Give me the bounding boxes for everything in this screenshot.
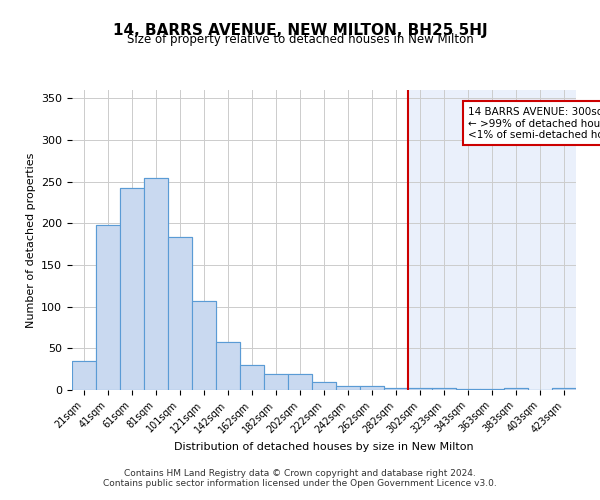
Bar bbox=[360, 386, 384, 390]
Bar bbox=[552, 388, 576, 390]
Bar bbox=[504, 388, 528, 390]
Y-axis label: Number of detached properties: Number of detached properties bbox=[26, 152, 35, 328]
Bar bbox=[456, 389, 480, 390]
Bar bbox=[504, 388, 528, 390]
Bar bbox=[96, 225, 120, 390]
Bar bbox=[480, 389, 504, 390]
Bar bbox=[384, 388, 408, 390]
Bar bbox=[264, 374, 288, 390]
Bar bbox=[144, 178, 168, 390]
Bar bbox=[408, 90, 576, 390]
Bar bbox=[72, 361, 96, 390]
X-axis label: Distribution of detached houses by size in New Milton: Distribution of detached houses by size … bbox=[174, 442, 474, 452]
Bar bbox=[192, 301, 216, 390]
Text: Size of property relative to detached houses in New Milton: Size of property relative to detached ho… bbox=[127, 32, 473, 46]
Bar bbox=[552, 388, 576, 390]
Bar bbox=[96, 225, 120, 390]
Bar bbox=[312, 382, 336, 390]
Text: 14 BARRS AVENUE: 300sqm
← >99% of detached houses are smaller (1,140)
<1% of sem: 14 BARRS AVENUE: 300sqm ← >99% of detach… bbox=[468, 106, 600, 140]
Bar bbox=[480, 389, 504, 390]
Bar bbox=[72, 361, 96, 390]
Bar bbox=[168, 236, 192, 390]
Bar bbox=[144, 178, 168, 390]
Bar bbox=[288, 374, 312, 390]
Text: Contains HM Land Registry data © Crown copyright and database right 2024.: Contains HM Land Registry data © Crown c… bbox=[124, 468, 476, 477]
Bar bbox=[120, 188, 144, 390]
Bar bbox=[408, 388, 432, 390]
Bar bbox=[336, 386, 360, 390]
Bar bbox=[288, 374, 312, 390]
Bar bbox=[216, 342, 240, 390]
Bar bbox=[312, 382, 336, 390]
Bar bbox=[360, 386, 384, 390]
Bar bbox=[120, 188, 144, 390]
Bar bbox=[384, 388, 408, 390]
Bar bbox=[168, 236, 192, 390]
Bar bbox=[216, 342, 240, 390]
Bar bbox=[432, 388, 456, 390]
Text: Contains public sector information licensed under the Open Government Licence v3: Contains public sector information licen… bbox=[103, 478, 497, 488]
Bar bbox=[336, 386, 360, 390]
Bar bbox=[408, 388, 432, 390]
Bar bbox=[240, 365, 264, 390]
Bar bbox=[432, 388, 456, 390]
Bar bbox=[264, 374, 288, 390]
Bar bbox=[240, 365, 264, 390]
Text: 14, BARRS AVENUE, NEW MILTON, BH25 5HJ: 14, BARRS AVENUE, NEW MILTON, BH25 5HJ bbox=[113, 22, 487, 38]
Bar bbox=[192, 301, 216, 390]
Bar bbox=[456, 389, 480, 390]
